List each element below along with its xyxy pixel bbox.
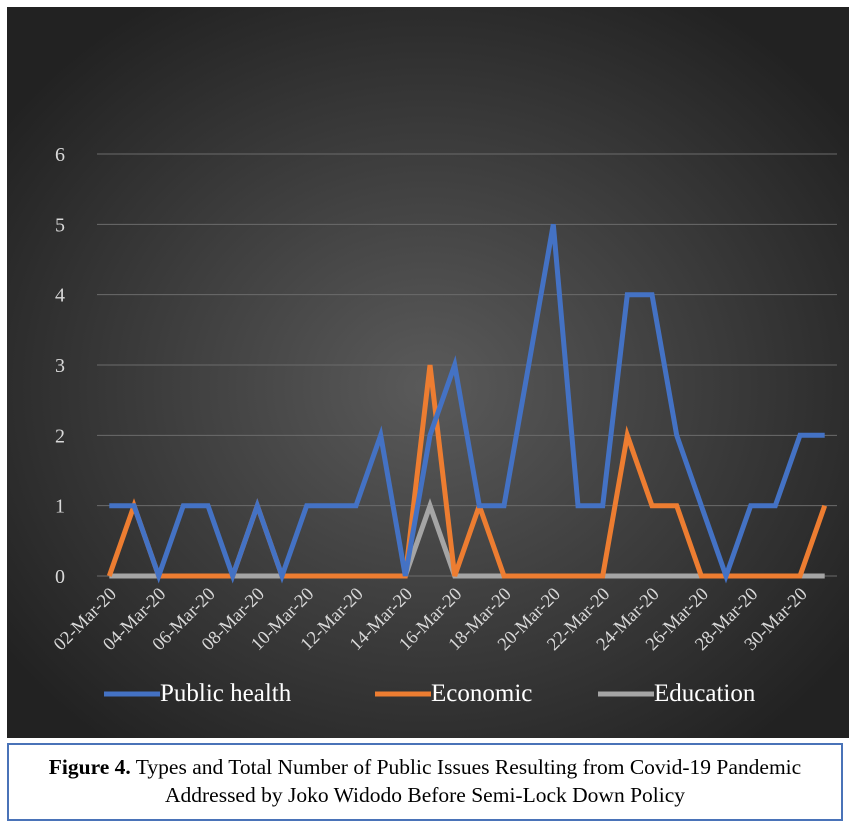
legend-label: Economic bbox=[431, 680, 532, 707]
figure-caption-text: Types and Total Number of Public Issues … bbox=[130, 755, 802, 807]
y-tick-label: 6 bbox=[55, 144, 65, 166]
y-tick-label: 3 bbox=[55, 355, 65, 377]
series-line-economic bbox=[106, 364, 828, 579]
y-tick-label: 5 bbox=[55, 214, 65, 236]
y-tick-label: 1 bbox=[55, 496, 65, 518]
y-tick-label: 0 bbox=[55, 566, 65, 588]
legend-label: Public health bbox=[160, 680, 292, 707]
y-tick-label: 4 bbox=[55, 285, 65, 307]
figure-label: Figure 4. bbox=[48, 755, 131, 779]
y-axis-ticks: 0 1 2 3 4 5 6 bbox=[55, 144, 65, 588]
series-line-public-health bbox=[109, 223, 825, 584]
y-tick-label: 2 bbox=[55, 425, 65, 447]
series-lines bbox=[106, 223, 828, 584]
figure-caption-box: Figure 4. Types and Total Number of Publ… bbox=[7, 743, 843, 821]
figure-caption: Figure 4. Types and Total Number of Publ… bbox=[9, 753, 841, 809]
legend: Public health Economic Education bbox=[104, 680, 756, 707]
legend-label: Education bbox=[654, 680, 756, 707]
